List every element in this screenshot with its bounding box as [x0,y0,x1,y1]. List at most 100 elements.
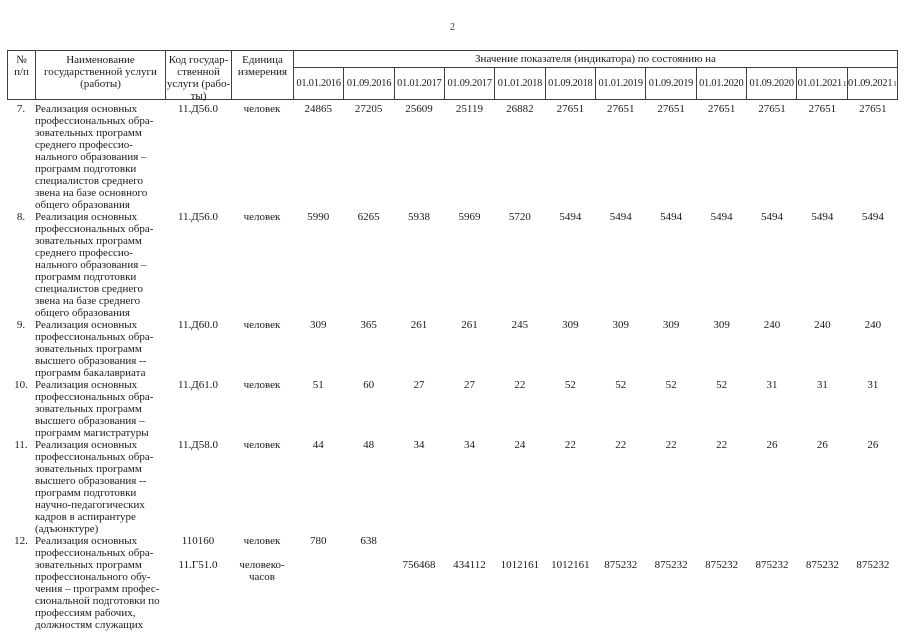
value-cell: 27651 [556,103,585,115]
service-code: 11.Д61.0 [177,379,219,391]
value-cell: 5494 [609,211,632,223]
row-number: 12. [14,535,28,547]
row-number: 10. [14,379,28,391]
value-cell: 26 [766,439,778,451]
value-cell: 26882 [506,103,534,115]
value-cell: 240 [763,319,781,331]
page-number: 2 [450,22,455,33]
value-cell: 5494 [811,211,834,223]
row-entry: 110160 человек 780 638 [165,535,898,547]
value-cell: 875232 [654,559,688,571]
row-entries: 11.Д56.0 человек 24865 27205 25609 25119 268… [165,103,898,115]
value-cell: 240 [864,319,882,331]
row-number: 7. [16,103,26,115]
value-cell: 1012161 [500,559,540,571]
table-row: 8. Реализация основных профессиональных … [7,211,898,319]
value-cell: 31 [816,379,828,391]
row-entries: 11.Д56.0 человек 5990 6265 5938 5969 5720 549… [165,211,898,223]
value-cell: 22 [514,379,526,391]
row-entries: 11.Д60.0 человек 309 365 261 261 245 309 309 30… [165,319,898,331]
value-cell: 52 [615,379,627,391]
unit-of-measure: человек [243,103,281,115]
value-cell: 27 [463,379,475,391]
table-row: 11. Реализация основных профессиональных… [7,439,898,535]
value-cell: 245 [511,319,529,331]
date-column-header: 01.09.2019 [646,68,697,99]
indicator-table: № п/п Наименование государственной услуг… [7,50,898,631]
date-column-header: 01.09.2016 [344,68,395,99]
value-cell: 309 [309,319,327,331]
value-cell: 60 [363,379,375,391]
row-number: 8. [16,211,26,223]
value-cell: 27205 [354,103,383,115]
unit-of-measure: человек [243,535,281,547]
value-cell: 27651 [707,103,736,115]
value-cell: 875232 [856,559,890,571]
date-column-header: 01.09.2021 1 [847,78,897,89]
row-entries: 11.Д61.0 человек 51 60 27 27 22 52 52 52 52 31 31 3… [165,379,898,391]
service-name: Реализация основных профессиональных обр… [35,319,154,379]
value-cell: 52 [716,379,728,391]
date-column-header: 01.01.2020 [697,68,747,99]
row-entry: 11.Г51.0 человеко- часов 756468 434112 101… [165,559,898,583]
row-entry: 11.Д56.0 человек 24865 27205 25609 25119 268… [165,103,898,115]
value-cell: 44 [312,439,324,451]
value-cell: 25119 [455,103,484,115]
date-column-header: 01.09.2020 [747,68,798,99]
header-service-name: Наименование государственной услуги (раб… [36,51,166,99]
service-name: Реализация основных профессиональных обр… [35,439,154,535]
value-cell: 5494 [710,211,733,223]
service-code: 11.Д60.0 [177,319,219,331]
value-cell: 240 [814,319,831,331]
value-cell: 5938 [408,211,431,223]
table-row: 9. Реализация основных профессиональных … [7,319,898,379]
row-entry: 11.Д58.0 человек 44 48 34 34 24 22 22 22 22 26 26 2… [165,439,898,451]
value-cell: 875232 [705,559,739,571]
table-row: 10. Реализация основных профессиональных… [7,379,898,439]
table-header: № п/п Наименование государственной услуг… [7,50,898,102]
value-cell: 5969 [458,211,481,223]
value-cell: 27651 [758,103,786,115]
value-cell: 5494 [559,211,582,223]
row-entries: 11.Д58.0 человек 44 48 34 34 24 22 22 22 22 26 26 2… [165,439,898,451]
value-cell: 261 [410,319,428,331]
header-service-code: Код государ- ственной услуги (рабо- ты) [166,51,232,102]
date-header-row: 01.01.2016 01.09.2016 01.01.2017 01.09.2017… [294,68,897,99]
table-body: 7. Реализация основных профессиональных … [7,100,898,631]
row-entry: 11.Д56.0 человек 5990 6265 5938 5969 5720 549… [165,211,898,223]
value-cell: 52 [564,379,576,391]
value-cell: 22 [665,439,677,451]
value-cell: 365 [360,319,377,331]
unit-of-measure: человеко- часов [239,559,285,583]
value-cell: 261 [461,319,478,331]
value-cell: 34 [413,439,425,451]
header-row-number: № п/п [8,51,36,99]
value-cell: 875232 [805,559,839,571]
value-cell: 5494 [761,211,783,223]
value-cell: 5720 [508,211,531,223]
date-column-header: 01.09.2018 [546,68,596,99]
row-number: 11. [14,439,28,451]
date-column-header: 01.01.2019 [596,68,647,99]
row-entry: 11.Д61.0 человек 51 60 27 27 22 52 52 52 52 31 31 3… [165,379,898,391]
value-cell: 27651 [859,103,887,115]
value-cell: 26 [867,439,879,451]
value-cell: 309 [562,319,579,331]
row-number: 9. [16,319,26,331]
value-cell: 27651 [808,103,837,115]
value-cell: 875232 [755,559,789,571]
value-cell: 756468 [402,559,436,571]
header-values-group: Значение показателя (индикатора) по сост… [294,51,897,99]
value-cell: 26 [816,439,828,451]
value-cell: 27 [413,379,425,391]
service-code: 11.Д58.0 [177,439,219,451]
value-cell: 31 [867,379,879,391]
unit-of-measure: человек [243,379,281,391]
value-cell: 51 [312,379,324,391]
value-cell: 22 [564,439,576,451]
service-name: Реализация основных профессиональных обр… [35,211,154,319]
value-cell: 34 [463,439,475,451]
value-cell: 780 [309,535,327,547]
value-cell: 309 [662,319,680,331]
